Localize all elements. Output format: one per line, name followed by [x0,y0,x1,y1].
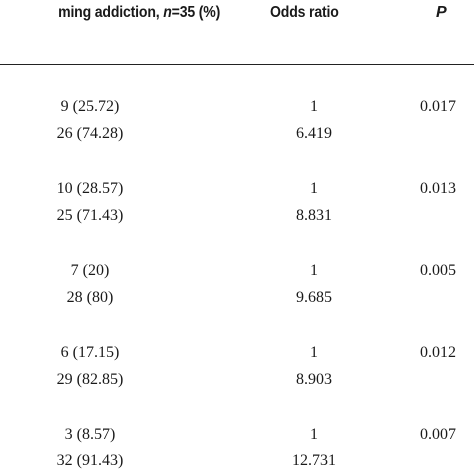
header-rule [0,64,474,65]
row-10-count: 32 (91.43) [56,452,124,469]
row-4-odds: 8.831 [296,207,332,224]
header-p-value: P [436,4,447,21]
row-1-odds: 1 [310,98,318,115]
row-7-count: 6 (17.15) [60,344,120,361]
row-2-count: 26 (74.28) [56,125,124,142]
row-9-odds: 1 [310,426,318,443]
row-5-p: 0.005 [420,262,456,279]
row-1-count: 9 (25.72) [60,98,120,115]
header-col1-prefix: ming addiction, [57,4,164,21]
row-5-count: 7 (20) [70,262,110,279]
row-4-count: 25 (71.43) [56,207,124,224]
table-header: ming addiction, n=35 (%) Odds ratio P [0,0,474,66]
header-odds-ratio: Odds ratio [270,4,339,21]
row-8-count: 29 (82.85) [56,371,124,388]
header-gaming-addiction: ming addiction, n=35 (%) [58,4,220,22]
row-3-odds: 1 [310,180,318,197]
row-7-odds: 1 [310,344,318,361]
header-col1-suffix: =35 (%) [171,4,221,21]
header-col1-n: n [163,4,172,21]
row-6-count: 28 (80) [66,289,114,306]
row-2-odds: 6.419 [296,125,332,142]
row-9-p: 0.007 [420,426,456,443]
row-5-odds: 1 [310,262,318,279]
row-10-odds: 12.731 [292,452,336,469]
row-1-p: 0.017 [420,98,456,115]
row-8-odds: 8.903 [296,371,332,388]
row-3-p: 0.013 [420,180,456,197]
row-9-count: 3 (8.57) [64,426,116,443]
row-3-count: 10 (28.57) [56,180,124,197]
row-7-p: 0.012 [420,344,456,361]
row-6-odds: 9.685 [296,289,332,306]
